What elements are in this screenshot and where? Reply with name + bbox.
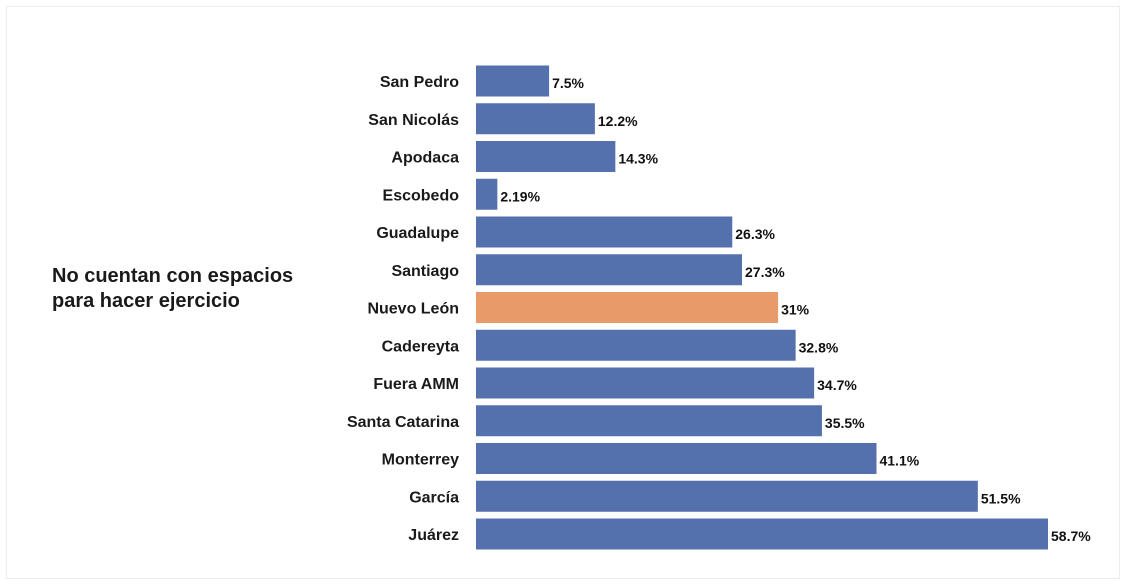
value-label-apodaca: 14.3% (618, 151, 658, 167)
value-label-san-nicolas: 12.2% (598, 113, 638, 129)
value-label-guadalupe: 26.3% (735, 226, 775, 242)
bar-apodaca (476, 141, 616, 172)
category-label-fuera-amm: Fuera AMM (373, 376, 459, 393)
bar-santiago (476, 254, 743, 286)
value-label-santa-catarina: 35.5% (825, 415, 865, 431)
value-label-cadereyta: 32.8% (799, 339, 839, 355)
bar-monterrey (476, 443, 877, 474)
category-label-apodaca: Apodaca (391, 150, 459, 167)
bar-escobedo (476, 178, 498, 210)
bar-san-pedro (476, 65, 550, 97)
category-label-santiago: Santiago (391, 263, 459, 280)
bar-fuera-amm (476, 367, 815, 399)
category-label-santa-catarina: Santa Catarina (347, 414, 459, 431)
category-label-san-pedro: San Pedro (380, 74, 459, 91)
category-label-san-nicolas: San Nicolás (368, 112, 459, 129)
bar-juarez (476, 518, 1048, 550)
bar-san-nicolas (476, 103, 595, 135)
bar-santa-catarina (476, 405, 822, 437)
category-label-juarez: Juárez (408, 527, 459, 544)
bar-nuevo-leon (476, 292, 779, 323)
value-label-nuevo-leon: 31% (781, 302, 810, 318)
value-label-san-pedro: 7.5% (552, 75, 584, 91)
category-label-monterrey: Monterrey (382, 452, 459, 469)
bar-garcia (476, 480, 978, 512)
category-label-guadalupe: Guadalupe (376, 225, 459, 242)
value-label-escobedo: 2.19% (500, 188, 540, 204)
value-label-santiago: 27.3% (745, 264, 785, 280)
bar-guadalupe (476, 216, 733, 248)
category-label-nuevo-leon: Nuevo León (367, 301, 459, 318)
value-label-monterrey: 41.1% (879, 453, 919, 469)
value-label-fuera-amm: 34.7% (817, 377, 857, 393)
category-label-cadereyta: Cadereyta (382, 338, 459, 355)
value-label-juarez: 58.7% (1051, 528, 1091, 544)
value-label-garcia: 51.5% (981, 490, 1021, 506)
bar-cadereyta (476, 329, 796, 361)
chart-side-label: No cuentan con espacios para hacer ejerc… (52, 265, 294, 312)
category-label-garcia: García (409, 489, 459, 506)
category-label-escobedo: Escobedo (383, 187, 460, 204)
